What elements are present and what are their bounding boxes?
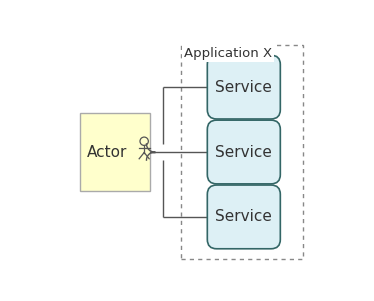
FancyBboxPatch shape [207, 120, 280, 184]
FancyBboxPatch shape [207, 185, 280, 249]
FancyBboxPatch shape [80, 113, 150, 191]
Text: Service: Service [215, 209, 272, 225]
FancyBboxPatch shape [207, 55, 280, 119]
Text: Service: Service [215, 79, 272, 95]
Text: Actor: Actor [87, 144, 127, 160]
Text: Application X: Application X [184, 47, 272, 60]
Text: Service: Service [215, 144, 272, 160]
